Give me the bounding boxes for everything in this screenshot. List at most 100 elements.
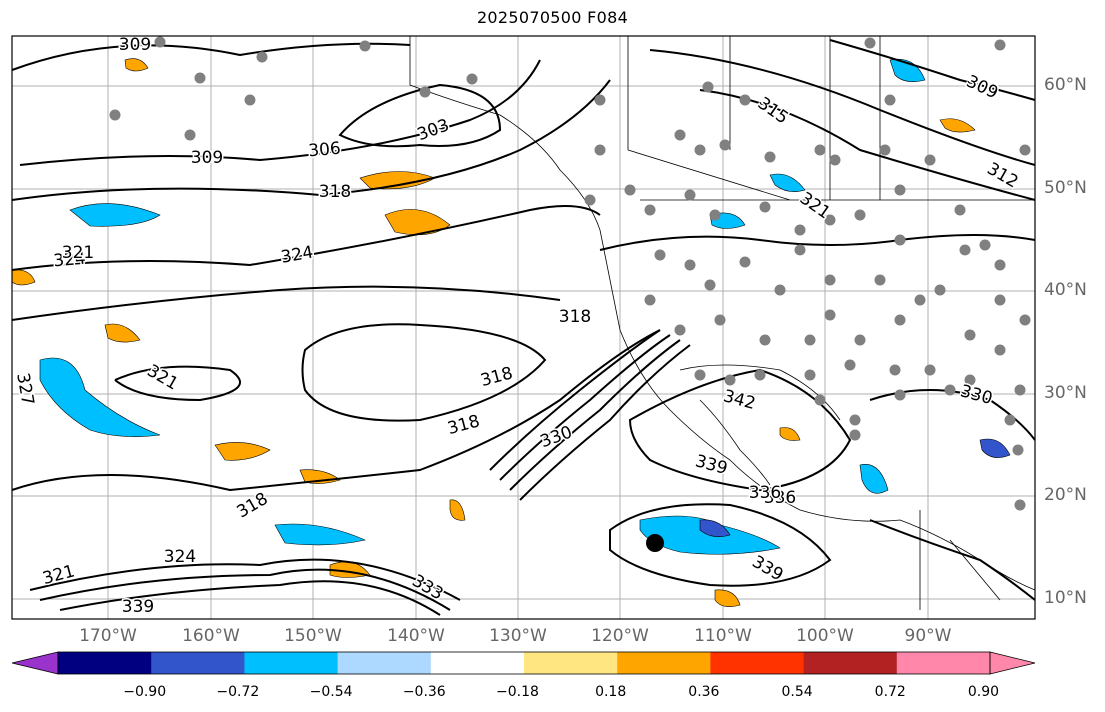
station-marker [684,259,696,271]
station-marker [894,314,906,326]
station-marker [804,334,816,346]
station-marker [724,374,736,386]
station-marker [844,359,856,371]
longitude-label: 100°W [796,626,854,646]
contour-label: 309 [191,148,223,168]
colorbar-segment [151,652,245,674]
contour-label: 324 [164,547,196,567]
contour-label: 309 [119,35,151,55]
longitude-label: 110°W [694,626,752,646]
station-marker [466,73,478,85]
station-marker [714,314,726,326]
colorbar-tick-label: 0.54 [781,684,813,700]
station-marker [894,389,906,401]
station-marker [419,86,431,98]
center-marker [646,534,664,552]
contour-label: 318 [559,307,591,327]
station-marker [694,369,706,381]
contour-label: 336 [764,488,796,508]
station-marker [794,244,806,256]
colorbar-min-arrow [11,651,59,675]
station-marker [594,144,606,156]
station-marker [759,334,771,346]
station-marker [824,214,836,226]
contour-label: 321 [62,243,94,263]
colorbar-tick-label: 0.90 [967,684,1000,700]
colorbar-segment [430,652,525,674]
station-marker [704,279,716,291]
colorbar-segment [896,652,991,674]
station-marker [849,429,861,441]
station-marker [994,39,1006,51]
station-marker [702,81,714,93]
station-marker [194,72,206,84]
contour-label: 336 [749,483,781,503]
station-marker [884,94,896,106]
station-marker [584,194,596,206]
station-marker [994,294,1006,306]
contour-label: 324 [53,249,87,272]
station-marker [994,344,1006,356]
map-background [12,36,1035,619]
station-marker [109,109,121,121]
station-marker [644,294,656,306]
station-marker [719,139,731,151]
colorbar-tick-label: −0.18 [496,684,539,700]
station-marker [654,249,666,261]
longitude-label: 160°W [182,626,240,646]
station-marker [794,224,806,236]
colorbar-segment [244,652,339,674]
longitude-label: 90°W [904,626,952,646]
longitude-label: 170°W [79,626,137,646]
station-marker [824,309,836,321]
station-marker [754,369,766,381]
colorbar-max-arrow [989,651,1036,675]
station-marker [709,209,721,221]
station-marker [624,184,636,196]
map-frame [11,35,1036,620]
latitude-label: 20°N [1044,485,1087,505]
latitude-label: 50°N [1044,178,1087,198]
colorbar-tick-label: 0.18 [595,684,627,700]
station-marker [894,234,906,246]
contour-label: 339 [122,597,154,617]
contour-label: 306 [308,139,342,162]
longitude-label: 120°W [591,626,649,646]
station-marker [674,324,686,336]
station-marker [854,209,866,221]
latitude-label: 40°N [1044,280,1087,300]
station-marker [154,36,166,48]
station-marker [934,284,946,296]
colorbar-tick-label: −0.90 [123,684,167,700]
station-marker [814,394,826,406]
colorbar-tick-label: 0.36 [688,684,720,700]
longitude-label: 140°W [387,626,445,646]
latitude-label: 30°N [1044,383,1087,403]
graticule [12,36,1035,619]
colorbar-tick-label: 0.72 [874,684,906,700]
station-marker [889,364,901,376]
station-marker [924,154,936,166]
colorbar-tick-label: −0.36 [402,684,446,700]
station-marker [924,364,936,376]
station-marker [594,94,606,106]
station-marker [979,239,991,251]
longitude-label: 130°W [489,626,547,646]
station-marker [874,274,886,286]
station-marker [674,129,686,141]
colorbar-segment [337,652,432,674]
station-marker [1014,384,1026,396]
station-marker [359,40,371,52]
station-marker [994,259,1006,271]
station-marker [764,151,776,163]
station-marker [864,37,876,49]
latitude-label: 60°N [1044,75,1087,95]
colorbar [11,651,1036,675]
station-marker [849,414,861,426]
station-marker [914,294,926,306]
station-marker [644,204,656,216]
station-marker [894,184,906,196]
station-marker [1004,414,1016,426]
colorbar-segment [803,652,898,674]
